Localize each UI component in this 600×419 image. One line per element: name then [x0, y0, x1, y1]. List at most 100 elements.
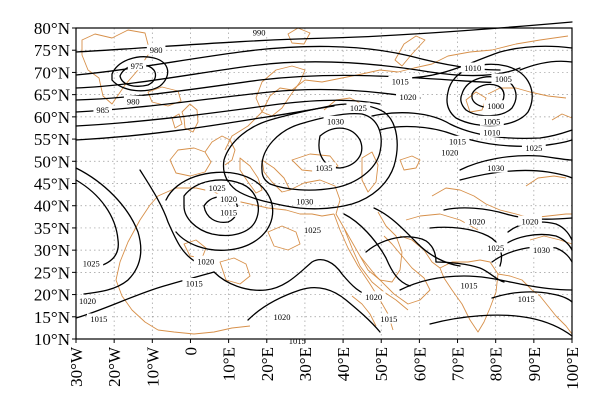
contour-value-label: 1020	[274, 312, 291, 322]
isobar-line	[395, 45, 573, 79]
longitude-label: 80°E	[487, 347, 506, 381]
contour-value-label: 1025	[350, 103, 367, 113]
coastline-path	[525, 175, 567, 187]
contour-label-background	[127, 60, 147, 71]
longitude-label: 70°E	[449, 347, 468, 381]
isobar-line	[429, 314, 573, 337]
isobar-line	[365, 236, 437, 263]
contour-label-background	[146, 44, 166, 55]
latitude-label: 60°N	[34, 108, 70, 127]
contour-value-label: 990	[253, 27, 266, 37]
longitude-label: 50°E	[372, 347, 391, 381]
contour-label-background	[438, 146, 462, 157]
isobar-line	[75, 179, 119, 267]
contour-value-label: 1015	[289, 336, 306, 346]
contour-label-background	[346, 102, 371, 113]
contour-label-background	[529, 244, 554, 255]
coastline-path	[551, 113, 573, 121]
contour-label-background	[75, 295, 100, 306]
contour-label-background	[445, 135, 470, 146]
isobar-line	[371, 112, 573, 140]
latitude-label: 65°N	[34, 86, 70, 105]
isobar-line	[75, 167, 142, 295]
coastline-path	[333, 213, 394, 331]
contour-value-label: 1015	[518, 294, 535, 304]
contour-value-label: 1015	[392, 76, 409, 86]
coastline-path	[529, 235, 573, 245]
isobar-line	[460, 76, 517, 117]
contour-label-background	[270, 311, 294, 322]
contour-value-label: 1020	[365, 292, 382, 302]
coastline-path	[465, 91, 487, 113]
contour-label-background	[457, 280, 481, 291]
contour-value-label: 1025	[487, 243, 504, 253]
longitude-label: 20°E	[258, 347, 277, 381]
isobar-line	[318, 127, 363, 169]
longitude-label: 40°E	[334, 347, 353, 381]
contour-value-label: 1025	[525, 143, 542, 153]
isobar-line	[491, 291, 573, 303]
contour-value-label: 1030	[487, 163, 504, 173]
contour-label-background	[483, 100, 508, 111]
isobar-line	[75, 74, 511, 101]
isobar-line	[139, 169, 197, 263]
coastlines	[81, 27, 573, 335]
coastline-path	[183, 239, 207, 259]
contour-value-label: 980	[127, 96, 140, 106]
contour-label-background	[388, 75, 413, 86]
contour-label-background	[216, 193, 241, 204]
contour-value-label: 1030	[327, 116, 344, 126]
contour-value-label: 1015	[186, 278, 203, 288]
latitude-label: 40°N	[34, 197, 70, 216]
contour-value-label: 1035	[316, 163, 333, 173]
isobar-line	[75, 271, 215, 319]
latitude-label: 35°N	[34, 219, 70, 238]
latitude-label: 45°N	[34, 175, 70, 194]
contour-label-background	[93, 104, 113, 115]
isobar-line	[499, 233, 573, 251]
contour-label-background	[460, 62, 485, 73]
longitude-label: 10°W	[143, 346, 162, 387]
isobar-line	[399, 275, 573, 291]
isobar-line	[75, 61, 521, 89]
coastline-path	[394, 35, 426, 67]
contour-value-label: 1025	[304, 225, 321, 235]
contour-value-label: 1020	[399, 92, 416, 102]
isobar-line	[491, 246, 573, 263]
contour-value-label: 1005	[495, 74, 512, 84]
longitude-label: 60°E	[410, 347, 429, 381]
isobar-line	[471, 83, 505, 109]
isobar-line	[459, 169, 573, 181]
latitude-label: 75°N	[34, 41, 70, 60]
contour-label-background	[285, 335, 310, 346]
coastline-path	[343, 227, 409, 311]
contour-label-background	[483, 242, 508, 253]
coastline-path	[439, 259, 499, 333]
contour-value-label: 1015	[90, 314, 107, 324]
contour-value-label: 1015	[220, 207, 237, 217]
contour-value-label: 1025	[83, 258, 100, 268]
contour-label-background	[479, 126, 504, 137]
contour-label-background	[361, 291, 386, 302]
axis-labels: 80°N 75°N 70°N 65°N 60°N 55°N 50°N 45°N 40°N 35°N…	[34, 19, 582, 390]
longitude-label: 20°W	[105, 346, 124, 387]
latitude-label: 70°N	[34, 63, 70, 82]
contour-label-background	[79, 257, 104, 268]
latitude-label: 20°N	[34, 286, 70, 305]
coastline-path	[361, 151, 379, 193]
isobar-line	[111, 56, 169, 92]
coastline-path	[157, 325, 251, 335]
contour-value-label: 1030	[296, 196, 313, 206]
contour-value-label: 1030	[533, 245, 550, 255]
latitude-label: 80°N	[34, 19, 70, 38]
latitude-label: 50°N	[34, 152, 70, 171]
contour-value-label: 975	[131, 61, 144, 71]
contour-label-background	[205, 182, 230, 193]
coastline-path	[487, 87, 567, 99]
contour-label-background	[518, 215, 542, 226]
latitude-label: 10°N	[34, 330, 70, 349]
longitude-label: 100°E	[563, 347, 582, 390]
coastline-path	[255, 65, 306, 117]
